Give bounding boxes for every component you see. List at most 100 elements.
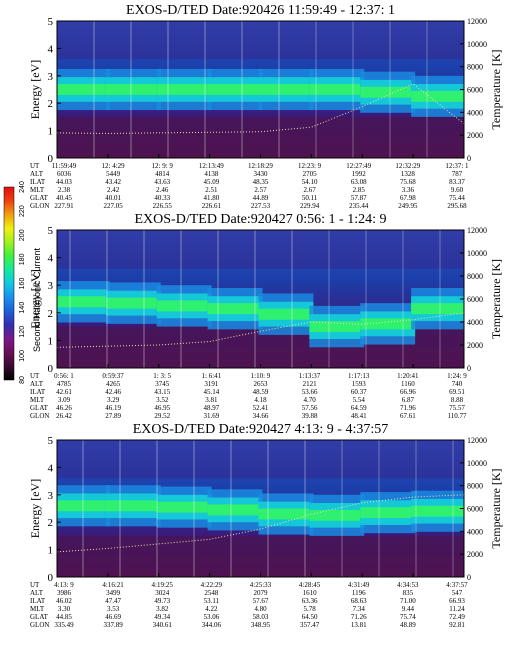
table-cell: 2.67 [304, 186, 317, 194]
table-cell: 3.53 [107, 605, 120, 613]
y2-tick-label: 2000 [467, 341, 483, 350]
table-cell: 2079 [254, 589, 269, 597]
band-core [207, 504, 263, 516]
table-row-label: UT [30, 581, 40, 589]
table-cell: 11.24 [449, 605, 465, 613]
table-cell: 4.70 [304, 396, 317, 404]
table-cell: 9.44 [402, 605, 415, 613]
y-tick-label: 1 [48, 545, 54, 557]
panel-title: EXOS-D/TED Date:920427 0:56: 1 - 1:24: 9 [135, 212, 387, 227]
table-cell: 5449 [106, 170, 121, 178]
table-cell: 63.08 [351, 178, 367, 186]
table-cell: 64.50 [302, 613, 318, 621]
table-cell: 67.61 [400, 412, 416, 420]
table-row-label: MLT [30, 186, 45, 194]
colorbar-label: Second Harmonic Current [32, 247, 42, 352]
table-cell: 44.89 [253, 194, 269, 202]
y-tick-label: 2 [48, 98, 54, 110]
band-core [156, 84, 212, 95]
high-energy-region [57, 21, 464, 60]
y-tick-label: 4 [48, 462, 54, 474]
y-tick-label: 0 [48, 363, 54, 375]
table-cell: 48.35 [253, 178, 269, 186]
table-cell: 235.44 [349, 202, 369, 210]
colorbar-tick-label: 120 [19, 326, 26, 338]
band-core [411, 303, 464, 315]
table-cell: 3.30 [58, 605, 71, 613]
table-cell: 3430 [254, 170, 269, 178]
y2-tick-label: 0 [467, 573, 471, 582]
y2-tick-label: 8000 [467, 63, 483, 72]
table-cell: 3986 [57, 589, 72, 597]
table-cell: 53.11 [204, 597, 220, 605]
colorbar-tick-label: 140 [19, 302, 26, 314]
table-cell: 43.15 [154, 388, 170, 396]
table-cell: 75.57 [449, 404, 465, 412]
y2-tick-label: 4000 [467, 318, 483, 327]
table-cell: 0:59:37 [102, 372, 124, 380]
table-cell: 787 [452, 170, 463, 178]
y2-tick-label: 4000 [467, 108, 483, 117]
band-core [156, 300, 212, 312]
table-cell: 42.61 [56, 388, 72, 396]
table-cell: 4:13: 9 [54, 581, 74, 589]
spectrogram [57, 21, 464, 158]
band-core [57, 84, 110, 95]
table-cell: 12:18:29 [248, 162, 273, 170]
table-cell: 3.36 [402, 186, 415, 194]
colorbar-tick-label: 200 [19, 229, 26, 241]
table-cell: 1: 3: 5 [153, 372, 171, 380]
table-cell: 340.61 [153, 621, 173, 629]
table-cell: 227.05 [104, 202, 124, 210]
band-core [360, 318, 416, 330]
y-tick-label: 3 [48, 490, 54, 502]
table-cell: 3499 [106, 589, 121, 597]
y-tick-label: 0 [48, 153, 54, 165]
table-cell: 66.96 [400, 388, 416, 396]
table-cell: 3745 [155, 380, 170, 388]
table-cell: 6036 [57, 170, 72, 178]
table-cell: 229.94 [300, 202, 320, 210]
table-cell: 44.85 [56, 613, 72, 621]
table-cell: 2705 [303, 170, 318, 178]
table-cell: 58.03 [253, 613, 269, 621]
table-cell: 67.98 [400, 194, 416, 202]
table-cell: 9.60 [451, 186, 464, 194]
table-cell: 1: 6:41 [202, 372, 222, 380]
table-cell: 57.67 [253, 597, 269, 605]
band-core [258, 508, 314, 520]
table-cell: 34.66 [253, 412, 269, 420]
colorbar-tick-label: 240 [19, 181, 26, 193]
y2-tick-label: 4000 [467, 527, 483, 536]
table-cell: 835 [403, 589, 414, 597]
table-cell: 27.89 [105, 412, 121, 420]
table-cell: 4:19:25 [152, 581, 174, 589]
table-cell: 69.51 [449, 388, 465, 396]
table-cell: 2.42 [107, 186, 120, 194]
table-cell: 3.29 [107, 396, 120, 404]
table-cell: 4:25:33 [250, 581, 272, 589]
table-cell: 4:28:45 [299, 581, 321, 589]
band-core [105, 500, 161, 512]
table-cell: 4:34:53 [397, 581, 419, 589]
table-cell: 227.91 [54, 202, 74, 210]
table-cell: 12: 4:29 [102, 162, 126, 170]
table-cell: 75.74 [400, 613, 416, 621]
temperature-curve [57, 312, 464, 348]
table-cell: 344.06 [202, 621, 222, 629]
table-cell: 92.81 [449, 621, 465, 629]
table-row-label: ALT [30, 170, 44, 178]
y2-axis-label: Temperature [K] [489, 49, 503, 129]
table-cell: 49.34 [154, 613, 170, 621]
table-cell: 547 [452, 589, 463, 597]
table-row-label: GLON [30, 412, 49, 420]
table-cell: 226.61 [202, 202, 222, 210]
spectrogram [57, 440, 464, 577]
band-core [105, 297, 161, 309]
table-cell: 48.41 [351, 412, 367, 420]
y2-tick-label: 12000 [467, 436, 487, 445]
table-cell: 348.95 [251, 621, 271, 629]
table-cell: 740 [452, 380, 463, 388]
table-cell: 337.89 [104, 621, 124, 629]
table-cell: 29.52 [154, 412, 170, 420]
